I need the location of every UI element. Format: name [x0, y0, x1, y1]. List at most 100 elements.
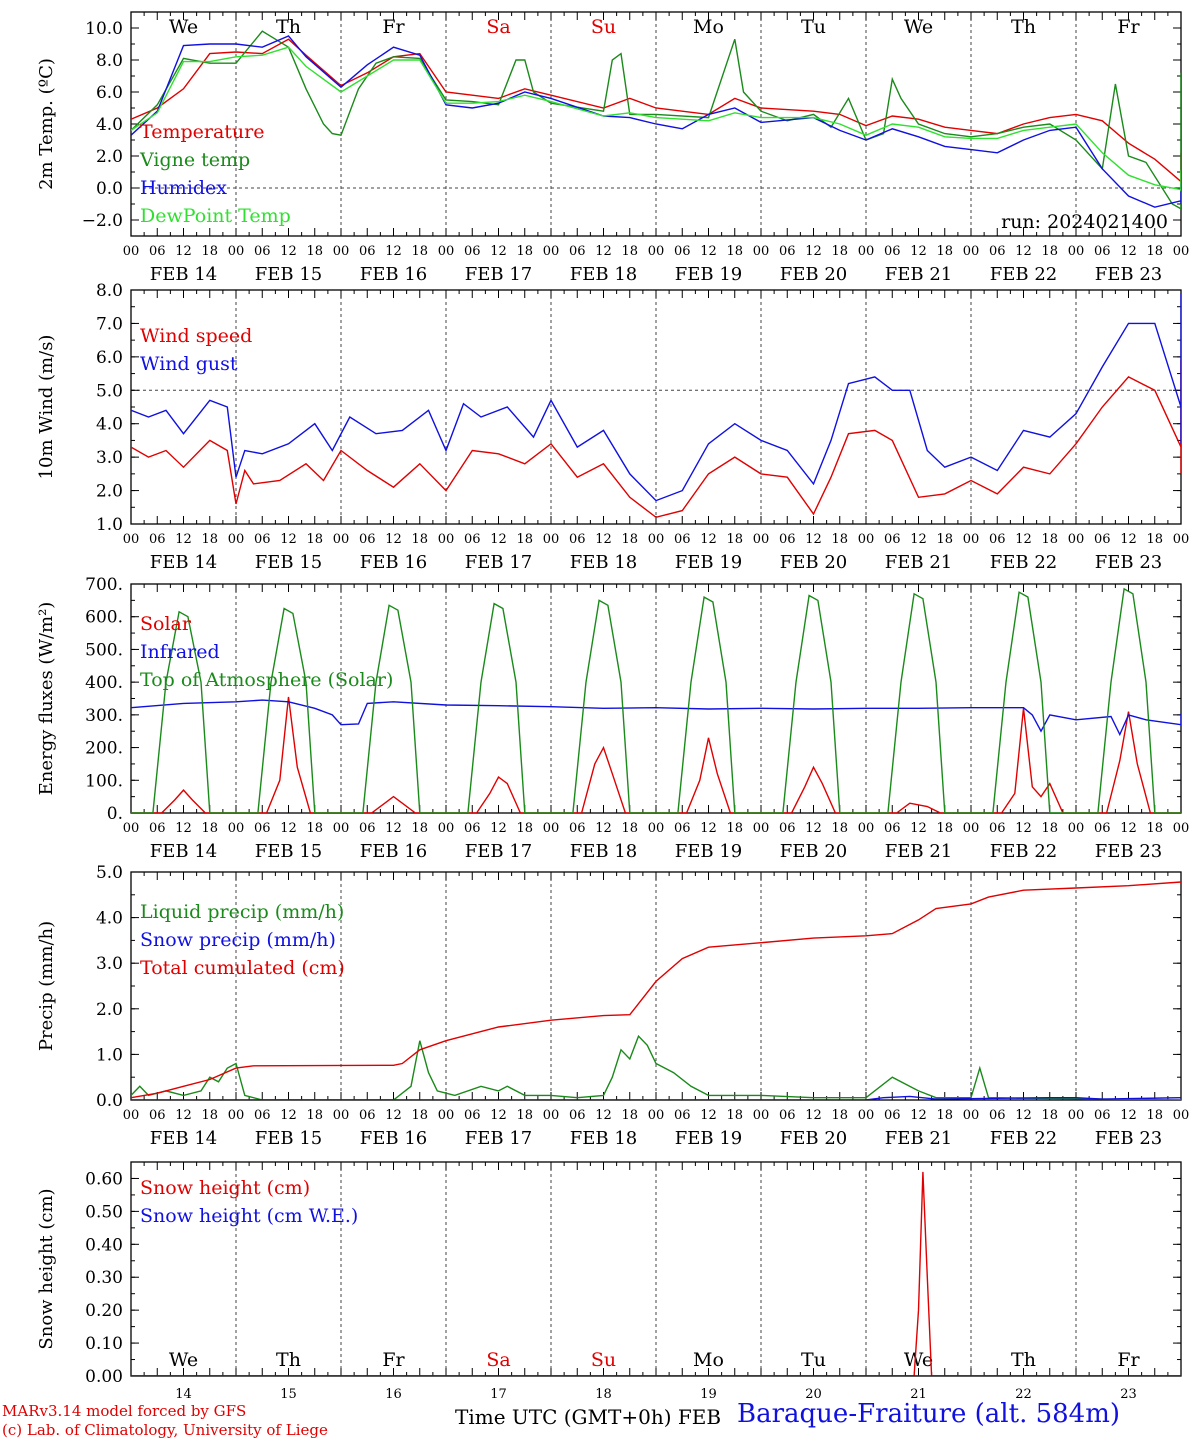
hour-label: 12 — [1120, 1108, 1137, 1123]
hour-label: 00 — [1173, 244, 1190, 259]
weekday-label: Mo — [693, 16, 724, 38]
weekday-label: Fr — [1117, 16, 1140, 38]
hour-label: 06 — [884, 821, 901, 836]
day-label: FEB 17 — [465, 841, 532, 862]
hour-label: 18 — [1041, 1108, 1058, 1123]
y-tick-label: 0.20 — [85, 1301, 123, 1321]
y-tick-label: 8.0 — [96, 51, 123, 71]
hour-label: 06 — [254, 532, 271, 547]
legend-entry: Wind gust — [140, 353, 238, 375]
series-line — [131, 1095, 1181, 1100]
hour-label: 18 — [831, 532, 848, 547]
hour-label: 18 — [201, 1108, 218, 1123]
y-tick-label: 1.0 — [96, 1045, 123, 1065]
y-tick-label: 3.0 — [96, 954, 123, 974]
hour-label: 18 — [411, 244, 428, 259]
day-label: FEB 18 — [570, 552, 637, 573]
hour-label: 06 — [989, 821, 1006, 836]
hour-label: 12 — [280, 532, 297, 547]
hour-label: 06 — [359, 1108, 376, 1123]
y-axis-label: Precip (mm/h) — [36, 921, 57, 1051]
weekday-label: Th — [276, 1349, 301, 1371]
hour-label: 06 — [674, 532, 691, 547]
hour-label: 18 — [1146, 821, 1163, 836]
day-label: FEB 21 — [885, 552, 952, 573]
hour-label: 12 — [175, 244, 192, 259]
y-tick-label: 3.0 — [96, 448, 123, 468]
day-label: FEB 18 — [570, 1128, 637, 1149]
day-number-label: 14 — [175, 1387, 192, 1402]
hour-label: 18 — [726, 1108, 743, 1123]
hour-label: 06 — [884, 244, 901, 259]
hour-label: 00 — [753, 1108, 770, 1123]
hour-label: 12 — [1120, 821, 1137, 836]
hour-label: 06 — [464, 821, 481, 836]
hour-label: 06 — [1094, 821, 1111, 836]
hour-label: 06 — [989, 244, 1006, 259]
hour-label: 18 — [201, 244, 218, 259]
day-label: FEB 23 — [1095, 552, 1162, 573]
hour-label: 00 — [333, 532, 350, 547]
hour-label: 00 — [438, 244, 455, 259]
hour-label: 00 — [858, 1108, 875, 1123]
hour-label: 18 — [306, 244, 323, 259]
y-tick-label: 0.10 — [85, 1334, 123, 1354]
hour-label: 00 — [1068, 1108, 1085, 1123]
hour-label: 06 — [779, 244, 796, 259]
hour-label: 00 — [123, 821, 140, 836]
day-label: FEB 19 — [675, 264, 742, 285]
y-tick-label: 0.00 — [85, 1367, 123, 1387]
hour-label: 00 — [333, 244, 350, 259]
hour-label: 00 — [228, 532, 245, 547]
y-tick-label: 5.0 — [96, 863, 123, 883]
day-label: FEB 15 — [255, 841, 322, 862]
weekday-label: Tu — [801, 16, 826, 38]
hour-label: 12 — [805, 532, 822, 547]
weekday-label: Sa — [486, 1349, 510, 1371]
hour-label: 00 — [438, 821, 455, 836]
y-tick-label: 0.0 — [96, 1091, 123, 1111]
hour-label: 18 — [726, 532, 743, 547]
y-tick-label: 2.0 — [96, 482, 123, 502]
y-tick-label: 4.0 — [96, 909, 123, 929]
hour-label: 00 — [858, 244, 875, 259]
weekday-label: Fr — [382, 1349, 405, 1371]
series-line — [131, 699, 1181, 737]
hour-label: 18 — [1041, 821, 1058, 836]
hour-label: 00 — [543, 821, 560, 836]
hour-label: 06 — [674, 821, 691, 836]
hour-label: 06 — [779, 821, 796, 836]
hour-label: 18 — [1041, 244, 1058, 259]
day-label: FEB 19 — [675, 1128, 742, 1149]
hour-label: 18 — [201, 532, 218, 547]
hour-label: 00 — [648, 532, 665, 547]
hour-label: 18 — [1146, 244, 1163, 259]
day-label: FEB 16 — [360, 264, 427, 285]
hour-label: 18 — [936, 532, 953, 547]
hour-label: 12 — [595, 821, 612, 836]
weekday-label: Fr — [1117, 1349, 1140, 1371]
hour-label: 00 — [333, 1108, 350, 1123]
weekday-label: Tu — [801, 1349, 826, 1371]
y-tick-label: 5.0 — [96, 381, 123, 401]
hour-label: 06 — [464, 532, 481, 547]
day-number-label: 17 — [490, 1387, 507, 1402]
hour-label: 06 — [569, 821, 586, 836]
day-label: FEB 22 — [990, 841, 1057, 862]
hour-label: 18 — [516, 244, 533, 259]
y-tick-label: 1.0 — [96, 515, 123, 535]
hour-label: 00 — [438, 532, 455, 547]
hour-label: 18 — [936, 1108, 953, 1123]
series-line — [131, 1171, 1181, 1376]
lab-credit: (c) Lab. of Climatology, University of L… — [2, 1421, 328, 1439]
day-number-label: 20 — [805, 1387, 822, 1402]
hour-label: 12 — [700, 1108, 717, 1123]
hour-label: 06 — [569, 244, 586, 259]
y-tick-label: 200. — [85, 739, 123, 759]
day-label: FEB 19 — [675, 841, 742, 862]
hour-label: 06 — [779, 1108, 796, 1123]
y-tick-label: 0.30 — [85, 1268, 123, 1288]
hour-label: 00 — [753, 821, 770, 836]
weekday-label: We — [904, 16, 933, 38]
day-label: FEB 21 — [885, 1128, 952, 1149]
